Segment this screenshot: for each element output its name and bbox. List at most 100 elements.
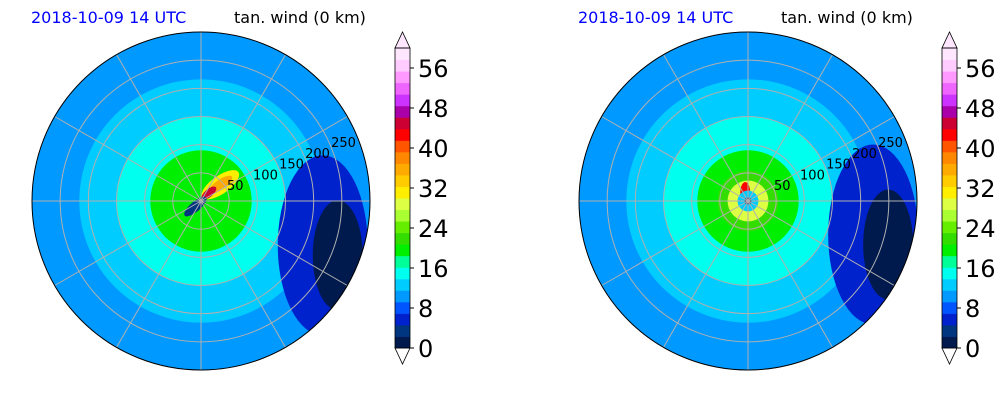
colorbar-segment bbox=[395, 290, 410, 303]
colorbar-segment bbox=[395, 301, 410, 314]
colorbar-segment bbox=[395, 232, 410, 245]
radial-tick-label: 100 bbox=[800, 168, 825, 183]
colorbar-segment bbox=[395, 209, 410, 222]
colorbar-segment bbox=[395, 82, 410, 95]
low-wind-core bbox=[312, 200, 363, 311]
chart-date-title: 2018-10-09 14 UTC bbox=[31, 8, 187, 27]
colorbar-segment bbox=[942, 267, 957, 280]
colorbar-tick-label: 0 bbox=[418, 335, 433, 363]
colorbar-segment bbox=[395, 336, 410, 349]
colorbar-segment bbox=[942, 128, 957, 141]
colorbar-max-extend bbox=[941, 31, 958, 49]
colorbar-segment bbox=[942, 48, 957, 61]
grid-spoke bbox=[747, 200, 895, 286]
colorbar-tick-label: 40 bbox=[965, 135, 996, 163]
colorbar-segment bbox=[942, 140, 957, 153]
radial-tick-label: 250 bbox=[878, 136, 903, 151]
colorbar-tick-label: 8 bbox=[418, 295, 433, 323]
grid-spoke bbox=[54, 116, 202, 202]
colorbar-tick-label: 16 bbox=[418, 255, 449, 283]
colorbar-segment bbox=[942, 151, 957, 164]
colorbar-segment bbox=[395, 163, 410, 176]
colorbar-frame bbox=[394, 47, 411, 349]
colorbar-frame bbox=[941, 47, 958, 349]
colorbar-segment bbox=[395, 48, 410, 61]
radial-tick-label: 150 bbox=[826, 158, 851, 173]
polar-frame bbox=[31, 31, 371, 371]
grid-spoke bbox=[747, 54, 833, 202]
colorbar-tick-label: 16 bbox=[965, 255, 996, 283]
grid-spoke bbox=[747, 200, 833, 348]
colorbar-max-extend bbox=[394, 31, 411, 49]
colorbar-segment bbox=[942, 278, 957, 291]
low-wind-core bbox=[863, 189, 914, 300]
grid-spoke bbox=[200, 200, 286, 348]
colorbar-segment bbox=[942, 186, 957, 199]
radial-tick-label: 50 bbox=[227, 179, 244, 194]
chart-date-title: 2018-10-09 14 UTC bbox=[578, 8, 734, 27]
colorbar-segment bbox=[395, 255, 410, 268]
colorbar-min-extend bbox=[941, 347, 958, 365]
colorbar-tick-label: 56 bbox=[418, 55, 449, 83]
colorbar-tick-label: 48 bbox=[965, 95, 996, 123]
panel-right: 2018-10-09 14 UTC tan. wind (0 km) 50 100… bbox=[547, 0, 1007, 401]
colorbar-segment bbox=[942, 163, 957, 176]
colorbar-segment bbox=[942, 336, 957, 349]
colorbar-segment bbox=[942, 209, 957, 222]
colorbar-segment bbox=[942, 324, 957, 337]
colorbar-segment bbox=[395, 324, 410, 337]
radial-tick-label: 250 bbox=[331, 136, 356, 151]
colorbar-segment bbox=[942, 221, 957, 234]
grid-spoke bbox=[601, 116, 749, 202]
colorbar-min-extend bbox=[394, 347, 411, 365]
colorbar-segment bbox=[395, 71, 410, 84]
grid-spoke bbox=[601, 200, 749, 286]
colorbar-segment bbox=[942, 71, 957, 84]
colorbar-tick-label: 32 bbox=[418, 175, 449, 203]
colorbar-segment bbox=[395, 278, 410, 291]
chart-variable-title: tan. wind (0 km) bbox=[234, 8, 366, 27]
colorbar-segment bbox=[942, 174, 957, 187]
grid-spoke bbox=[200, 200, 348, 286]
grid-spoke bbox=[54, 200, 202, 286]
panel-left: 2018-10-09 14 UTC tan. wind (0 km) 50 100… bbox=[0, 0, 500, 401]
colorbar-tick-label: 8 bbox=[965, 295, 980, 323]
grid-spoke bbox=[200, 54, 286, 202]
polar-grid bbox=[579, 32, 917, 370]
colorbar-tick-label: 40 bbox=[418, 135, 449, 163]
colorbar: 0 8 16 24 32 40 48 56 bbox=[941, 31, 996, 365]
colorbar-segment bbox=[395, 174, 410, 187]
radial-tick-label: 200 bbox=[852, 147, 877, 162]
wind-maximum bbox=[201, 186, 217, 200]
colorbar-segment bbox=[395, 198, 410, 211]
colorbar-segment bbox=[395, 244, 410, 257]
colorbar-tick-label: 56 bbox=[965, 55, 996, 83]
radial-tick-label: 50 bbox=[774, 179, 791, 194]
grid-spoke bbox=[747, 116, 895, 202]
colorbar-tick-label: 0 bbox=[965, 335, 980, 363]
polar-frame bbox=[578, 31, 918, 371]
colorbar-segment bbox=[942, 290, 957, 303]
colorbar-segment bbox=[942, 301, 957, 314]
colorbar-segment bbox=[942, 313, 957, 326]
grid-spoke bbox=[116, 200, 202, 348]
colorbar-segment bbox=[942, 244, 957, 257]
polar-grid bbox=[32, 32, 370, 370]
colorbar-segment bbox=[942, 117, 957, 130]
colorbar-segment bbox=[395, 221, 410, 234]
colorbar-segment bbox=[395, 105, 410, 118]
colorbar-segment bbox=[395, 267, 410, 280]
colorbar-tick-label: 24 bbox=[965, 215, 996, 243]
colorbar-segment bbox=[395, 128, 410, 141]
colorbar-segment bbox=[395, 313, 410, 326]
colorbar-segment bbox=[395, 59, 410, 72]
radial-tick-label: 150 bbox=[279, 158, 304, 173]
colorbar-tick-label: 24 bbox=[418, 215, 449, 243]
grid-spoke bbox=[200, 116, 348, 202]
colorbar-segment bbox=[942, 198, 957, 211]
grid-spoke bbox=[116, 54, 202, 202]
grid-spoke bbox=[663, 54, 749, 202]
colorbar-tick-label: 32 bbox=[965, 175, 996, 203]
